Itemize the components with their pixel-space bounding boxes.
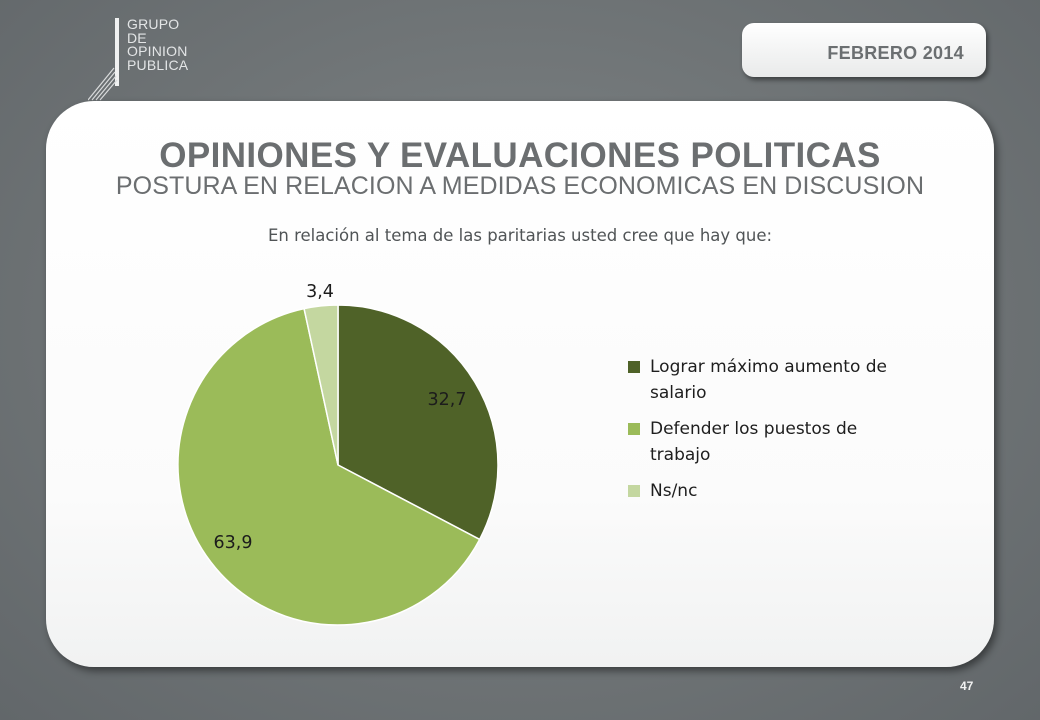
logo-line: DE xyxy=(127,29,147,46)
logo-line: OPINION xyxy=(127,43,188,59)
pie-slice xyxy=(303,304,339,466)
legend-label: Lograr máximo aumento de salario xyxy=(650,357,887,403)
data-label: 32,7 xyxy=(428,390,467,410)
data-label: 3,4 xyxy=(306,282,334,302)
logo-line: PUBLICA xyxy=(127,56,189,73)
logo-text: GRUPO DE OPINION PUBLICA xyxy=(127,16,189,73)
chart-question: En relación al tema de las paritarias us… xyxy=(267,226,773,245)
date-badge: FEBRERO 2014 xyxy=(742,23,986,77)
legend-label: Defender los puestos de trabajo xyxy=(650,419,858,465)
legend-label: Ns/nc xyxy=(650,481,698,501)
legend-item: Ns/nc xyxy=(628,478,890,504)
legend-swatch xyxy=(628,361,640,373)
logo-line: GRUPO xyxy=(127,16,180,32)
slide-title: OPINIONES Y EVALUACIONES POLITICAS xyxy=(159,136,881,175)
legend-item: Lograr máximo aumento de salario xyxy=(628,354,890,406)
legend-item: Defender los puestos de trabajo xyxy=(628,416,890,468)
page-number: 47 xyxy=(960,679,974,693)
date-label: FEBRERO 2014 xyxy=(827,43,964,63)
grupo-opinion-publica-logo xyxy=(88,18,119,101)
pie-slice xyxy=(177,307,481,626)
data-label: 63,9 xyxy=(214,533,253,553)
legend-swatch xyxy=(628,485,640,497)
chart-legend: Lograr máximo aumento de salario Defender… xyxy=(628,354,890,514)
slide-subtitle: POSTURA EN RELACION A MEDIDAS ECONOMICAS… xyxy=(115,172,925,200)
pie-slice xyxy=(337,304,499,541)
legend-swatch xyxy=(628,423,640,435)
